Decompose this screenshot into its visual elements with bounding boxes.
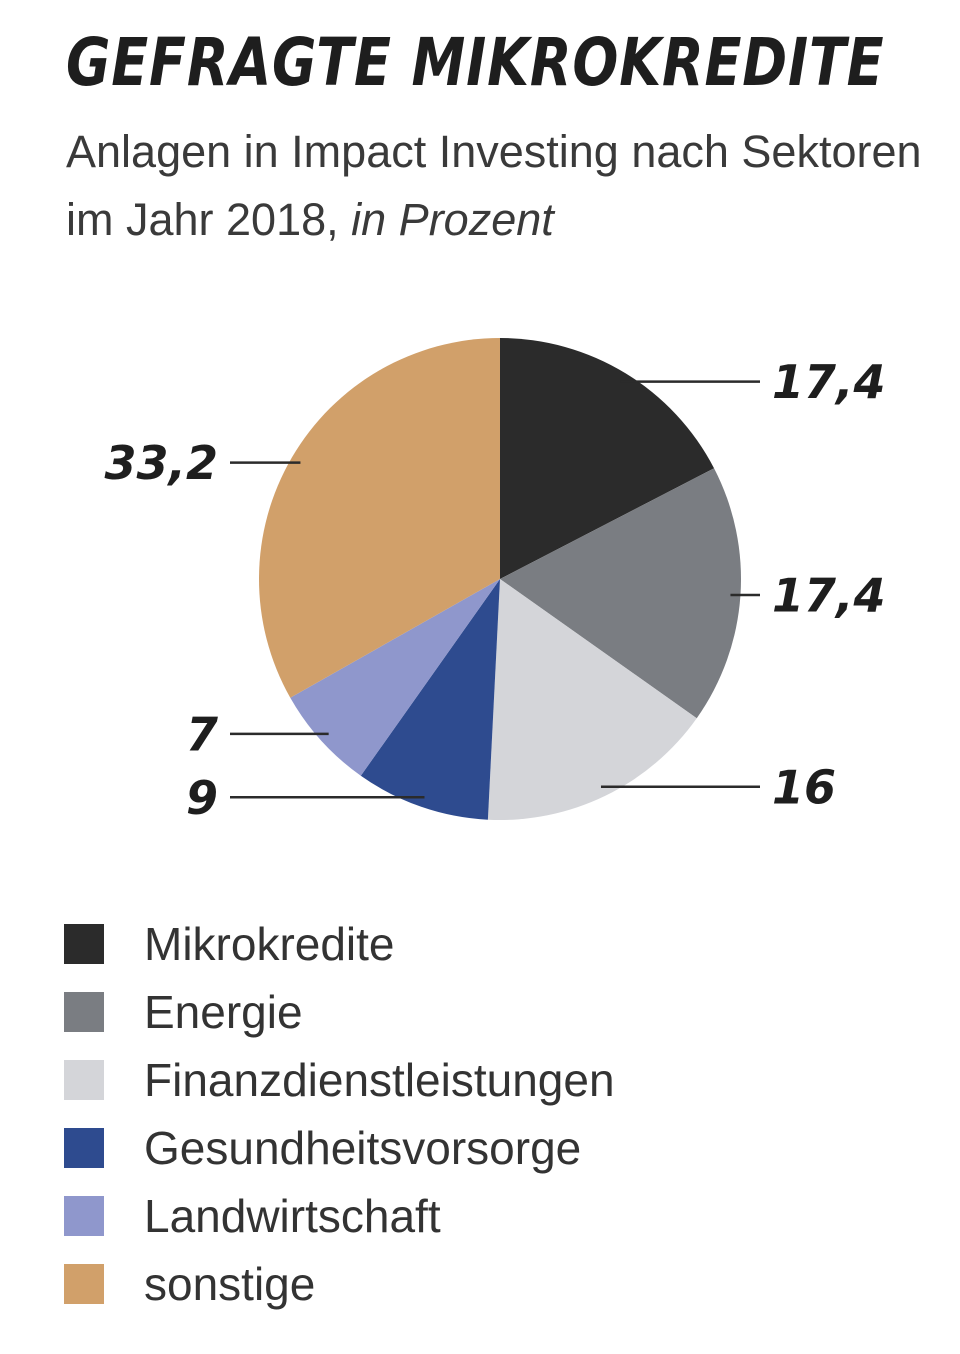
legend-label: Gesundheitsvorsorge <box>144 1122 582 1174</box>
legend-item-landwirtschaft: Landwirtschaft <box>64 1182 615 1250</box>
value-label-mikrokredite: 17,4 <box>772 355 886 409</box>
value-label-sonstige: 33,2 <box>105 436 219 490</box>
legend-item-mikrokredite: Mikrokredite <box>64 910 615 978</box>
pie-slices <box>258 338 741 820</box>
pie-slice-mikrokredite <box>500 338 715 579</box>
pie-chart: 17,4 17,4 16 9 7 33,2 <box>105 338 886 825</box>
pie-slice-sonstige <box>258 338 500 698</box>
legend-label: Landwirtschaft <box>144 1190 441 1242</box>
legend-item-finanzdienstleistungen: Finanzdienstleistungen <box>64 1046 615 1114</box>
legend-item-sonstige: sonstige <box>64 1250 615 1318</box>
legend-item-energie: Energie <box>64 978 615 1046</box>
legend-label: Energie <box>144 986 303 1038</box>
legend-swatch <box>64 1196 104 1236</box>
pie-slice-energie <box>500 468 741 719</box>
pie-value-labels: 17,4 17,4 16 9 7 33,2 <box>105 355 886 825</box>
pie-slice-gesundheitsvorsorge <box>360 579 500 820</box>
legend-swatch <box>64 1264 104 1304</box>
legend-label: sonstige <box>144 1258 316 1310</box>
value-label-energie: 17,4 <box>772 569 886 623</box>
pie-leader-lines <box>230 380 760 799</box>
pie-slice-landwirtschaft <box>290 579 500 776</box>
value-label-gesundheitsvorsorge: 9 <box>186 771 218 825</box>
legend-swatch <box>64 924 104 964</box>
value-label-finanzdienstleistungen: 16 <box>772 760 836 814</box>
legend-swatch <box>64 1128 104 1168</box>
subtitle-text: Anlagen in Impact Investing nach Sektore… <box>66 126 922 245</box>
chart-subtitle: Anlagen in Impact Investing nach Sektore… <box>66 118 926 254</box>
value-label-landwirtschaft: 7 <box>186 707 218 761</box>
chart-title: GEFRAGTE MIKROKREDITE <box>66 24 885 101</box>
legend-label: Mikrokredite <box>144 918 395 970</box>
legend-swatch <box>64 992 104 1032</box>
subtitle-unit: in Prozent <box>351 194 554 245</box>
pie-slice-finanzdienstleistungen <box>487 579 697 820</box>
legend-label: Finanzdienstleistungen <box>144 1054 615 1106</box>
legend: Mikrokredite Energie Finanzdienstleistunge… <box>64 910 615 1318</box>
legend-swatch <box>64 1060 104 1100</box>
legend-item-gesundheitsvorsorge: Gesundheitsvorsorge <box>64 1114 615 1182</box>
